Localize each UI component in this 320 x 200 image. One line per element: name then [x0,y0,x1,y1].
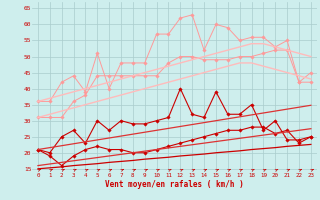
X-axis label: Vent moyen/en rafales ( km/h ): Vent moyen/en rafales ( km/h ) [105,180,244,189]
